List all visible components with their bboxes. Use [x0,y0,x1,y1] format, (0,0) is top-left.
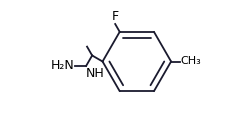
Text: H₂N: H₂N [50,59,74,72]
Text: NH: NH [86,67,105,80]
Text: CH₃: CH₃ [180,56,201,67]
Text: F: F [112,10,119,23]
